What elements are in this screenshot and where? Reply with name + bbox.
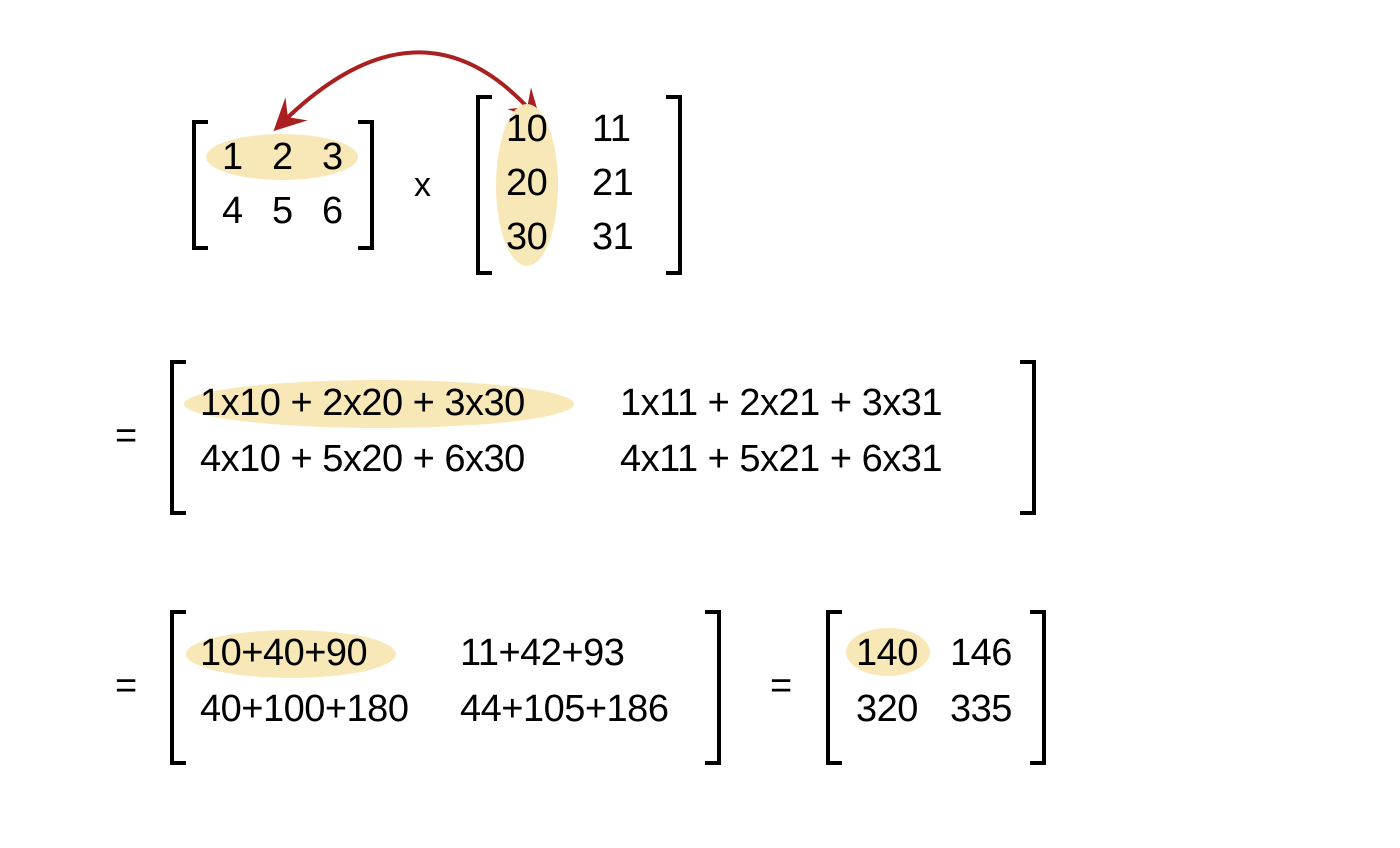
matrixB-cell-0-1: 11 xyxy=(592,108,630,151)
step2-cell-1-0: 40+100+180 xyxy=(200,688,408,731)
step2-cell-1-1: 44+105+186 xyxy=(460,688,668,731)
matrixA-cell-1-2: 6 xyxy=(322,190,343,233)
step1-cell-0-0: 1x10 + 2x20 + 3x30 xyxy=(200,382,525,425)
matrixB-bracket-right xyxy=(666,95,682,275)
step1-bracket-left xyxy=(170,360,186,515)
matrixA-cell-0-1: 2 xyxy=(272,136,293,179)
equals-2: = xyxy=(115,665,137,708)
equals-3: = xyxy=(770,665,792,708)
step1-cell-0-1: 1x11 + 2x21 + 3x31 xyxy=(620,382,942,425)
result-bracket-left xyxy=(826,610,842,765)
step2-cell-0-1: 11+42+93 xyxy=(460,632,624,675)
result-cell-1-0: 320 xyxy=(856,688,918,731)
matrixB-cell-0-0: 10 xyxy=(506,108,547,151)
result-bracket-right xyxy=(1030,610,1046,765)
step2-cell-0-0: 10+40+90 xyxy=(200,632,367,675)
matrixA-bracket-left xyxy=(192,120,208,250)
matrixA-cell-1-0: 4 xyxy=(222,190,243,233)
matrixA-cell-1-1: 5 xyxy=(272,190,293,233)
times-symbol: x xyxy=(414,166,431,205)
step1-cell-1-1: 4x11 + 5x21 + 6x31 xyxy=(620,438,942,481)
matrixA-cell-0-0: 1 xyxy=(222,136,243,179)
step2-bracket-right xyxy=(705,610,721,765)
matrixB-cell-1-0: 20 xyxy=(506,162,547,205)
step1-cell-1-0: 4x10 + 5x20 + 6x30 xyxy=(200,438,525,481)
matrixB-cell-2-0: 30 xyxy=(506,216,547,259)
matrixB-cell-2-1: 31 xyxy=(592,216,633,259)
result-cell-0-1: 146 xyxy=(950,632,1012,675)
matrixB-cell-1-1: 21 xyxy=(592,162,633,205)
matrixA-cell-0-2: 3 xyxy=(322,136,343,179)
step2-bracket-left xyxy=(170,610,186,765)
matrixB-bracket-left xyxy=(476,95,492,275)
result-cell-1-1: 335 xyxy=(950,688,1012,731)
result-cell-0-0: 140 xyxy=(856,632,918,675)
equals-1: = xyxy=(115,415,137,458)
matrixA-bracket-right xyxy=(358,120,374,250)
step1-bracket-right xyxy=(1020,360,1036,515)
